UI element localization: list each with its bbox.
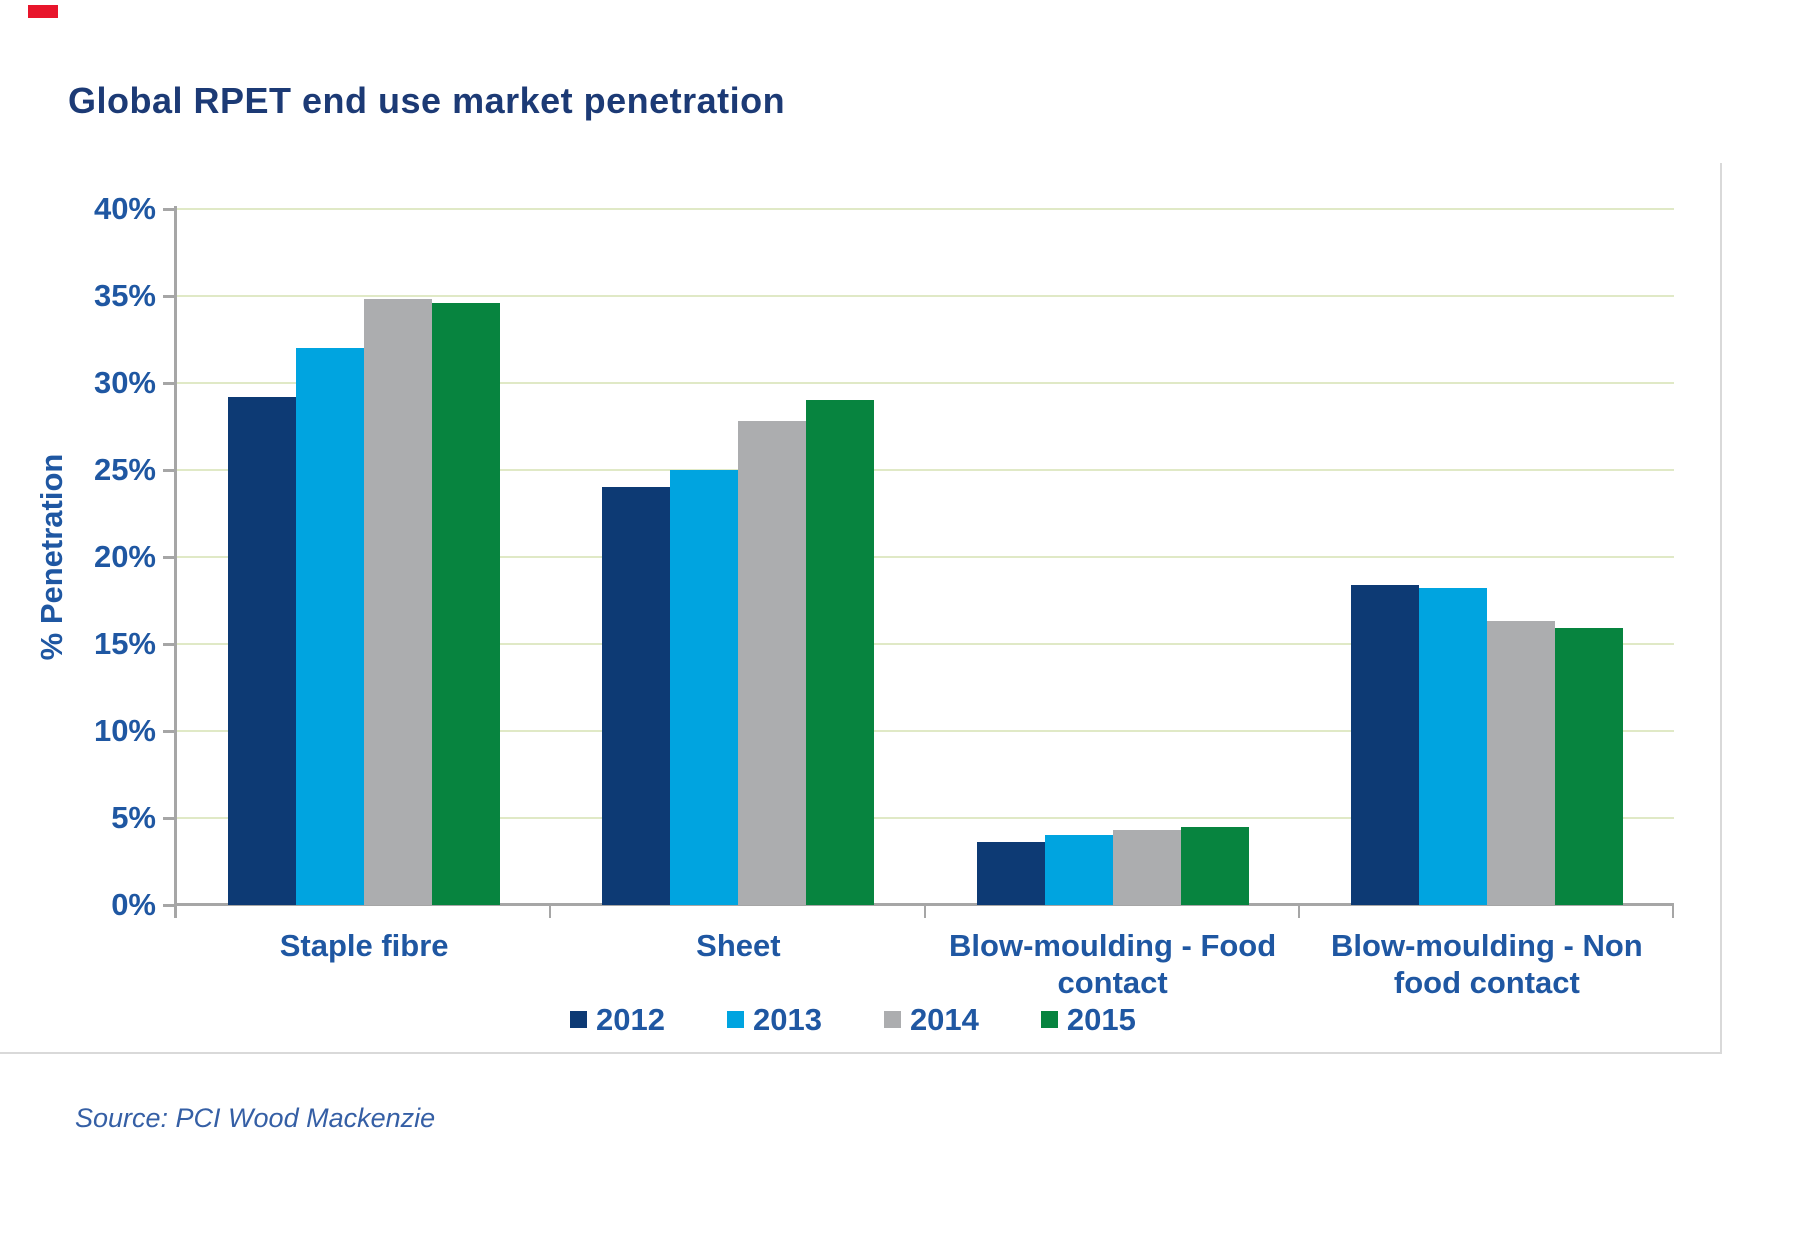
gridline [177,469,1674,471]
y-tick [163,295,174,298]
legend-label: 2013 [752,1002,822,1037]
y-tick-label: 40% [93,191,156,226]
bar-2015-blow-moulding-non-food-contact [1554,628,1623,905]
bar-2013-blow-moulding-food-contact [1044,835,1113,905]
y-tick [163,730,174,733]
legend-label: 2015 [1066,1002,1136,1037]
category-label: Blow-moulding - Food contact [926,927,1300,1001]
category-label-line: food contact [1393,965,1580,1000]
y-tick [163,904,174,907]
gridline [177,556,1674,558]
gridline [177,208,1674,210]
bar-2014-blow-moulding-non-food-contact [1486,621,1555,905]
bar-2014-blow-moulding-food-contact [1112,830,1181,905]
gridline [177,730,1674,732]
legend-item-2014: 2014 [883,1002,979,1037]
gridline [177,295,1674,297]
y-tick [163,556,174,559]
legend-item-2015: 2015 [1040,1002,1136,1037]
x-separator-tick [923,905,926,918]
y-tick-label: 5% [111,800,156,835]
x-separator-tick [1672,905,1674,918]
legend-swatch-icon [570,1011,587,1028]
legend-label: 2012 [596,1002,665,1037]
bar-2015-sheet [806,400,875,905]
legend-swatch-icon [726,1011,744,1028]
bar-2013-sheet [670,470,739,905]
legend-swatch-icon [1040,1011,1058,1028]
bar-2012-blow-moulding-non-food-contact [1350,584,1419,905]
legend-item-2012: 2012 [570,1004,665,1035]
bar-2013-staple-fibre [296,348,364,905]
category-label: Staple fibre [177,927,551,964]
y-tick [163,643,174,646]
bar-2015-staple-fibre [432,302,500,905]
bar-2013-blow-moulding-non-food-contact [1418,588,1487,905]
x-separator-tick [1297,905,1300,918]
category-label-line: Blow-moulding - Food [949,928,1277,963]
y-tick [163,382,174,385]
gridline [177,643,1674,645]
y-tick [163,469,174,472]
category-label-line: contact [1057,965,1168,1000]
y-tick-label: 15% [93,626,156,661]
y-tick-label: 35% [93,278,156,313]
chart-frame [0,163,1722,1054]
source-note: Source: PCI Wood Mackenzie [75,1103,436,1133]
category-label-line: Staple fibre [279,928,449,963]
y-axis-title: % Penetration [34,453,69,661]
category-label-line: Blow-moulding - Non [1331,928,1643,963]
bar-2012-sheet [602,487,671,905]
y-axis-line [174,206,177,918]
y-tick-label: 30% [93,365,156,400]
bar-2014-staple-fibre [364,299,432,905]
chart-title: Global RPET end use market penetration [68,80,786,121]
legend-label: 2014 [909,1002,979,1037]
x-separator-tick [549,905,552,918]
legend-item-2013: 2013 [726,1002,822,1037]
category-label: Blow-moulding - Non food contact [1300,927,1674,1001]
legend-swatch-icon [883,1011,901,1028]
x-axis-line [174,903,1674,906]
y-tick-label: 0% [111,887,156,922]
gridline [177,382,1674,384]
bar-2012-staple-fibre [228,396,296,905]
bar-2014-sheet [738,421,807,905]
red-corner-mark [28,5,58,18]
y-tick [163,817,174,820]
category-label-line: Sheet [696,928,781,963]
y-tick [163,208,174,211]
chart-legend: 2012 2013 2014 2015 [570,1004,1136,1035]
y-tick-label: 20% [93,539,156,574]
bar-2015-blow-moulding-food-contact [1180,826,1249,905]
bar-2012-blow-moulding-food-contact [976,842,1045,905]
gridline [177,817,1674,819]
category-label: Sheet [551,927,925,964]
y-tick-label: 10% [93,713,156,748]
y-tick-label: 25% [93,452,156,487]
